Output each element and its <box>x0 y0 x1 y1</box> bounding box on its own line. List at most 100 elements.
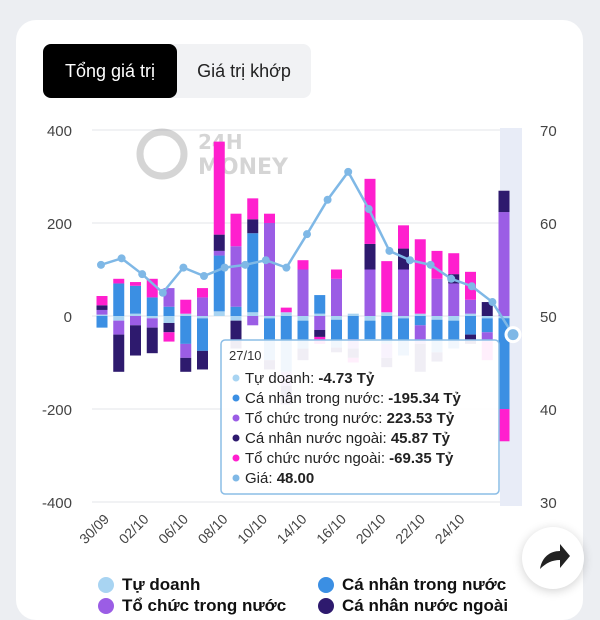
bar-segment <box>364 243 376 270</box>
tooltip-series-dot <box>232 414 240 422</box>
x-tick-label: 10/10 <box>234 511 270 547</box>
bar-segment <box>314 329 326 337</box>
bar-segment <box>130 313 141 316</box>
bar-segment <box>431 250 443 279</box>
price-point <box>200 272 208 281</box>
price-point <box>344 167 353 176</box>
bar-segment <box>297 316 309 321</box>
x-tick-label: 22/10 <box>392 511 428 547</box>
legend-label[interactable]: Tổ chức trong nước <box>122 596 287 615</box>
price-point <box>488 298 497 307</box>
bar-segment <box>414 239 426 314</box>
bar-segment <box>414 316 426 326</box>
bar-segment <box>481 316 493 319</box>
bar-segment <box>96 309 108 315</box>
tab-total-value[interactable]: Tổng giá trị <box>43 44 177 98</box>
bar-segment <box>113 278 125 284</box>
bar-segment <box>297 320 309 349</box>
bar-segment <box>431 278 443 316</box>
bar-segment <box>113 316 125 321</box>
bar-segment <box>498 318 510 410</box>
bar-segment <box>331 278 342 316</box>
legend-label[interactable]: Cá nhân trong nước <box>342 575 507 594</box>
bar-segment <box>331 316 342 320</box>
bar-segment <box>96 316 108 328</box>
share-button[interactable] <box>522 527 584 589</box>
bar-segment <box>264 223 275 316</box>
watermark-text-2: MONEY <box>198 155 289 180</box>
bar-segment <box>381 261 393 313</box>
y-left-tick-label: 400 <box>47 123 72 140</box>
bar-segment <box>498 316 510 319</box>
bar-segment <box>448 253 460 275</box>
investor-flow-chart: 24H MONEY 4002000-200-400706050403030/09… <box>42 123 557 547</box>
bar-segment <box>96 314 108 316</box>
bar-segment <box>213 250 225 256</box>
price-point <box>426 260 435 269</box>
bar-segment <box>197 350 208 370</box>
price-point <box>364 205 373 214</box>
bar-segment <box>197 288 208 298</box>
y-right-tick-label: 70 <box>540 123 557 140</box>
bar-segment <box>364 320 376 340</box>
tooltip-row: Giá: 48.00 <box>245 470 314 487</box>
bar-segment <box>163 332 175 342</box>
bar-segment <box>197 318 208 351</box>
bar-segment <box>113 320 125 335</box>
tooltip-row: Cá nhân trong nước: -195.34 Tỷ <box>245 390 462 407</box>
bar-segment <box>414 313 426 316</box>
bar-segment <box>180 357 192 372</box>
x-tick-label: 06/10 <box>155 511 191 547</box>
bar-segment <box>498 190 510 213</box>
bar-segment <box>180 313 192 316</box>
tooltip-series-dot <box>232 434 240 442</box>
bar-segment <box>146 297 158 316</box>
x-tick-label: 24/10 <box>432 511 468 547</box>
price-point <box>323 195 332 204</box>
bar-segment <box>264 213 275 223</box>
bar-segment <box>331 269 342 279</box>
tooltip-series-dot <box>232 394 240 402</box>
tooltip: 27/10 Tự doanh: -4.73 Tỷ Cá nhân trong nướ… <box>220 339 500 495</box>
bar-segment <box>314 295 326 314</box>
price-point <box>138 270 147 279</box>
bar-segment <box>297 260 309 270</box>
price-point <box>504 326 522 344</box>
tab-matched-value[interactable]: Giá trị khớp <box>197 61 291 81</box>
bar-segment <box>213 141 225 235</box>
bar-segment <box>130 325 141 356</box>
tooltip-row: Cá nhân nước ngoài: 45.87 Tỷ <box>245 430 451 447</box>
bar-segment <box>146 316 158 319</box>
legend-label[interactable]: Tự doanh <box>122 575 201 594</box>
bar-segment <box>247 316 259 326</box>
x-tick-label: 16/10 <box>313 511 349 547</box>
price-point <box>241 260 250 269</box>
bar-segment <box>280 312 292 316</box>
bar-segment <box>398 316 409 319</box>
bar-segment <box>264 316 275 319</box>
legend-dot <box>318 577 334 593</box>
bar-segment <box>364 316 376 321</box>
bar-segment <box>130 285 141 314</box>
bar-segment <box>297 269 309 316</box>
bar-segment <box>364 269 376 316</box>
bar-segment <box>465 316 476 335</box>
bar-segment <box>247 219 259 234</box>
bar-segment <box>163 316 175 323</box>
x-tick-label: 02/10 <box>116 511 152 547</box>
tooltip-box <box>220 339 500 495</box>
tooltip-date: 27/10 <box>229 348 262 363</box>
bar-segment <box>331 319 342 348</box>
bar-segment <box>347 316 359 340</box>
bar-segment <box>498 409 510 442</box>
price-point <box>117 254 126 263</box>
bar-segment <box>180 343 192 358</box>
y-right-tick-label: 30 <box>540 495 557 512</box>
legend-label[interactable]: Cá nhân nước ngoài <box>342 596 509 615</box>
tooltip-row: Tổ chức trong nước: 223.53 Tỷ <box>245 410 455 427</box>
y-left-tick-label: 0 <box>64 309 72 326</box>
bar-segment <box>398 269 409 316</box>
bar-segment <box>96 305 108 310</box>
bar-segment <box>213 234 225 251</box>
bar-segment <box>96 296 108 306</box>
